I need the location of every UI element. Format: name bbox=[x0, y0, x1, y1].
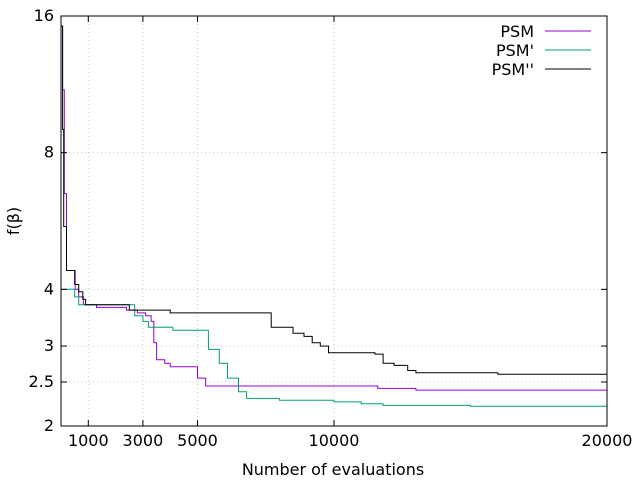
y-tick-label: 2.5 bbox=[29, 372, 54, 391]
x-tick-label: 5000 bbox=[177, 431, 218, 450]
y-axis-label: f(β) bbox=[4, 207, 23, 235]
y-tick-label: 16 bbox=[34, 6, 54, 25]
y-tick-label: 4 bbox=[44, 279, 54, 298]
x-tick-label: 20000 bbox=[582, 431, 633, 450]
x-tick-label: 1000 bbox=[68, 431, 109, 450]
x-tick-label: 10000 bbox=[309, 431, 360, 450]
x-tick-label: 3000 bbox=[123, 431, 164, 450]
axis-ticks: 1000 3000 5000 10000 20000 2 2.5 3 4 8 16 bbox=[29, 6, 633, 450]
y-tick-label: 3 bbox=[44, 336, 54, 355]
y-tick-label: 2 bbox=[44, 416, 54, 435]
x-axis-label: Number of evaluations bbox=[242, 460, 424, 479]
grid bbox=[61, 16, 607, 426]
y-tick-label: 8 bbox=[44, 143, 54, 162]
legend-label: PSM bbox=[500, 22, 534, 41]
series-lines bbox=[61, 25, 608, 408]
series-line bbox=[61, 25, 607, 375]
legend-label: PSM'' bbox=[492, 60, 534, 79]
legend-label: PSM' bbox=[496, 41, 534, 60]
